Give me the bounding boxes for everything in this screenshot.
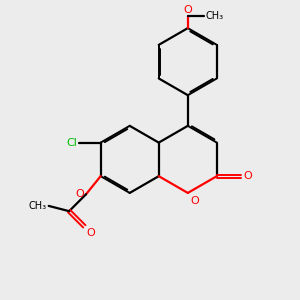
Text: O: O <box>87 228 95 238</box>
Text: CH₃: CH₃ <box>206 11 224 21</box>
Text: O: O <box>76 189 84 199</box>
Text: O: O <box>244 171 252 181</box>
Text: Cl: Cl <box>66 138 77 148</box>
Text: O: O <box>190 196 199 206</box>
Text: O: O <box>183 5 192 15</box>
Text: CH₃: CH₃ <box>29 201 47 211</box>
